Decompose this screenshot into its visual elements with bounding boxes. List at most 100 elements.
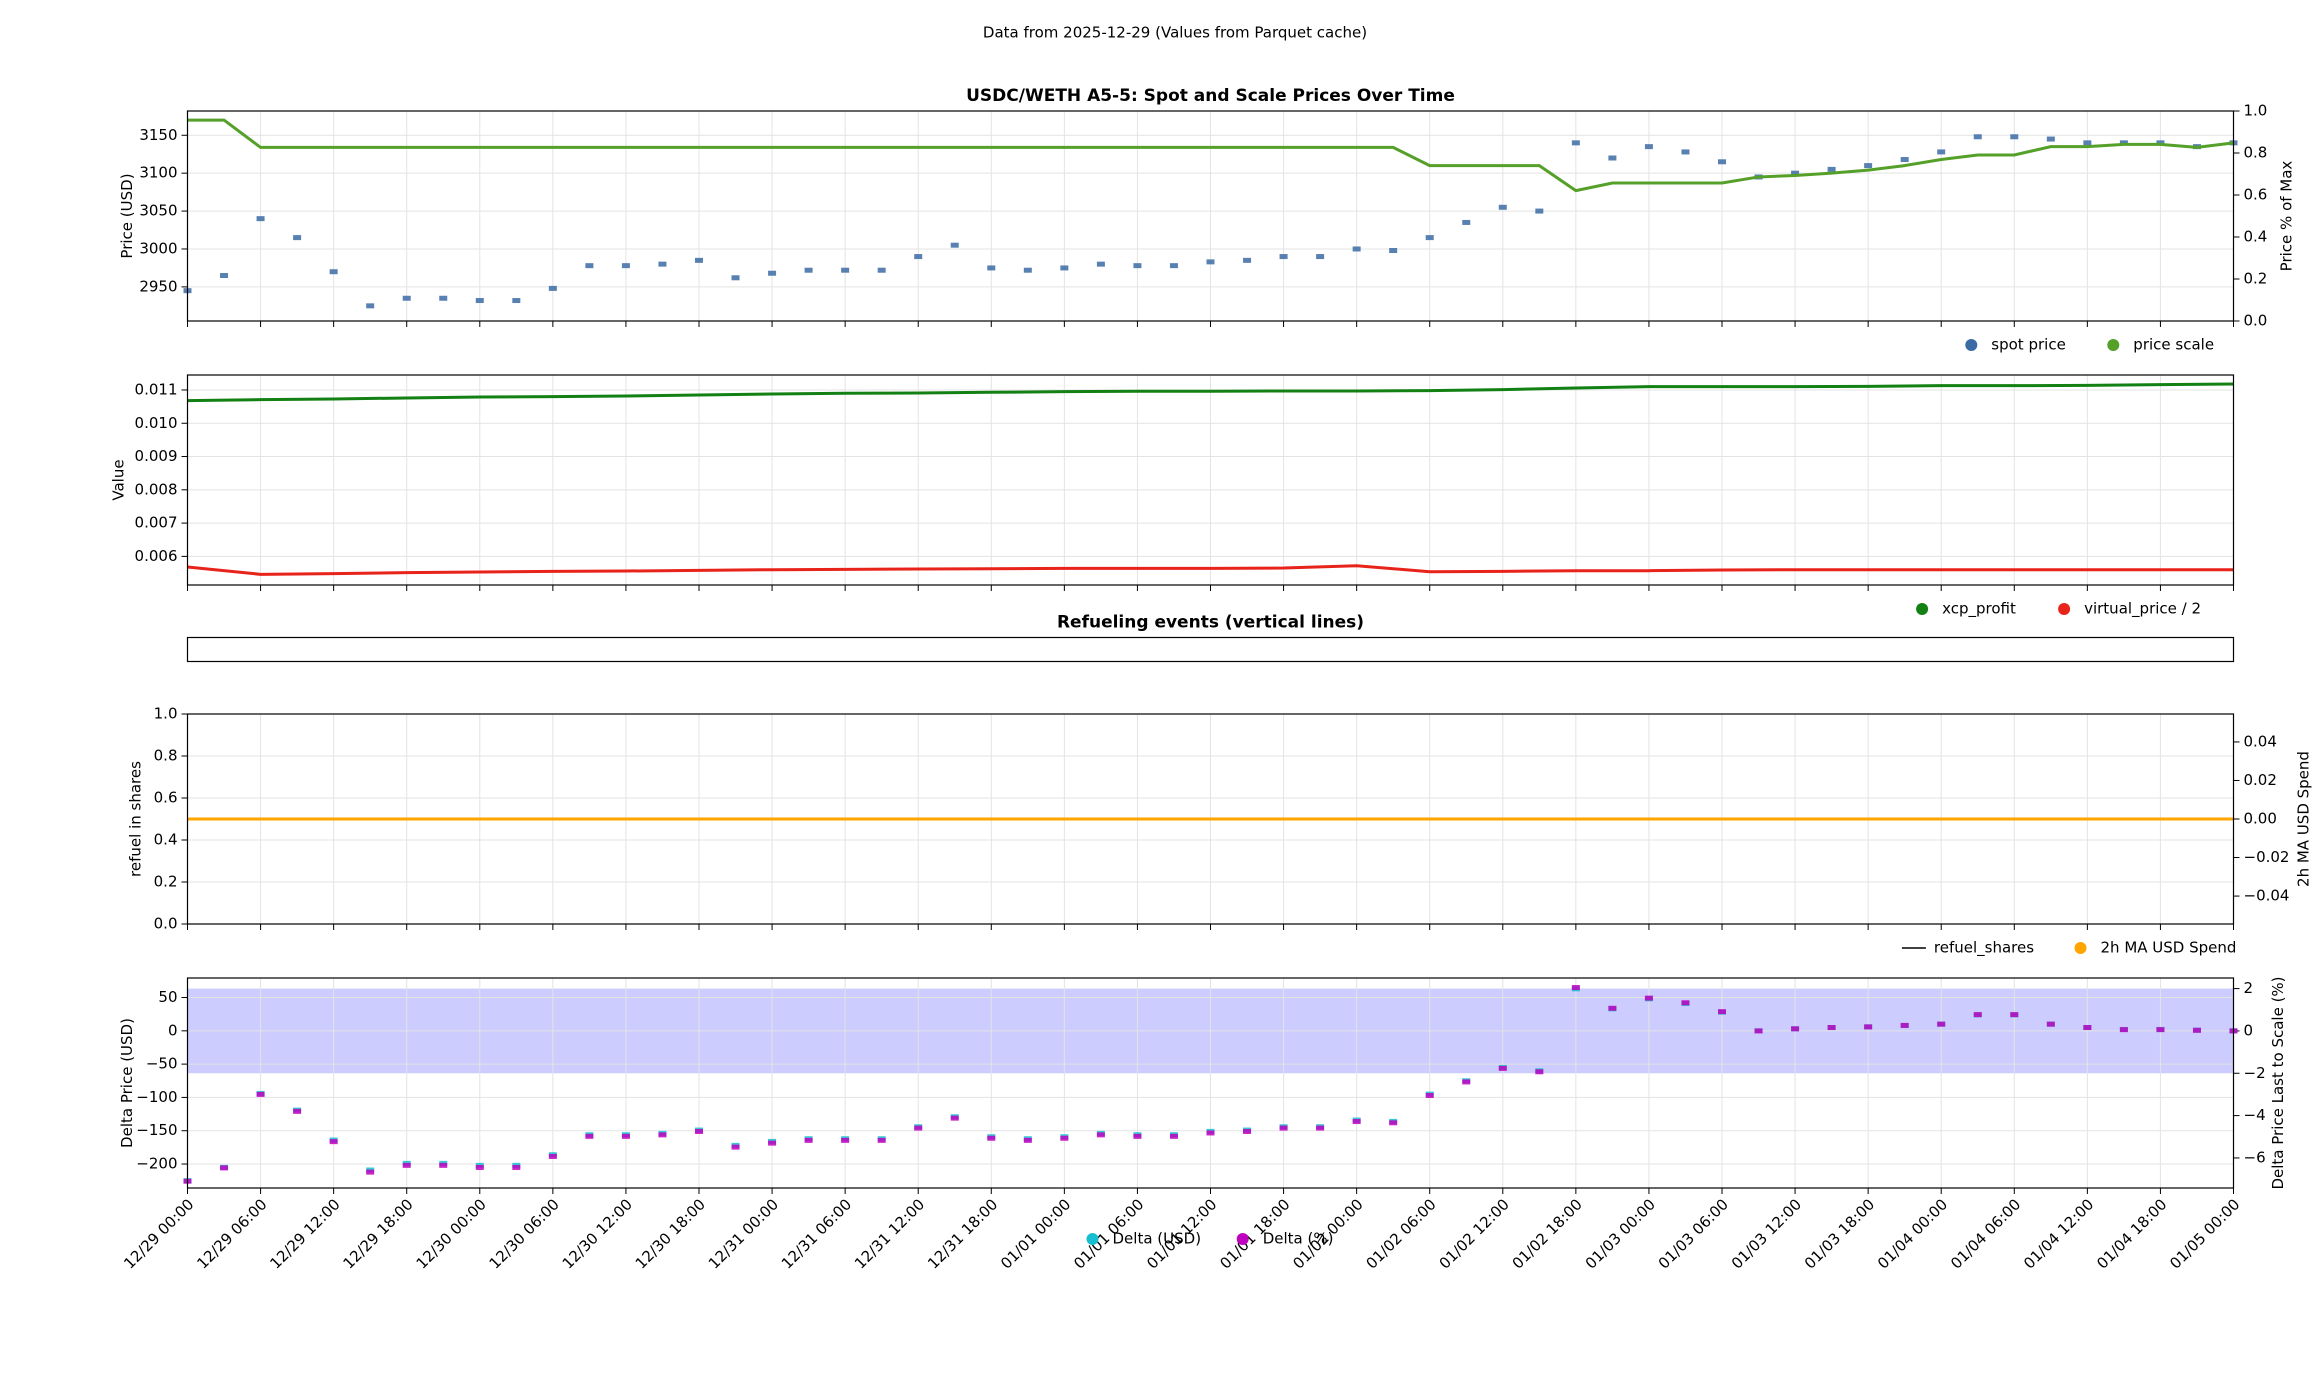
- legend-label: xcp_profit: [1942, 600, 2016, 619]
- data-point: [658, 1132, 667, 1138]
- y2-axis-label: 2h MA USD Spend: [2295, 751, 2313, 887]
- data-point: [1535, 1069, 1544, 1075]
- legend-swatch: [1236, 1233, 1249, 1245]
- data-point: [2083, 140, 2092, 146]
- data-point: [2046, 136, 2055, 142]
- data-point: [1937, 149, 1946, 155]
- data-point: [1060, 265, 1069, 271]
- y2-tick-label: 0: [2244, 1021, 2254, 1039]
- y-tick-label: 0.009: [135, 447, 178, 465]
- data-point: [731, 1144, 740, 1150]
- data-point: [1425, 1092, 1434, 1098]
- y2-tick-label: 0.00: [2244, 810, 2277, 828]
- legend-label: 2h MA USD Spend: [2101, 939, 2237, 957]
- data-point: [1973, 134, 1982, 140]
- panel-title: Refueling events (vertical lines): [1057, 613, 1364, 633]
- legend-label: virtual_price / 2: [2084, 600, 2201, 619]
- data-point: [695, 257, 703, 263]
- data-point: [475, 298, 484, 304]
- legend-label: spot price: [1991, 336, 2066, 354]
- y2-tick-label: 2: [2244, 979, 2254, 997]
- data-point: [1023, 267, 1032, 273]
- data-point: [914, 254, 923, 260]
- y2-tick-label: 0.2: [2244, 270, 2268, 288]
- data-point: [1243, 1128, 1252, 1134]
- data-point: [366, 303, 375, 309]
- legend-swatch: [1916, 603, 1929, 615]
- data-point: [512, 298, 521, 304]
- axes-frame: [186, 110, 2235, 322]
- data-point: [621, 1133, 630, 1139]
- data-point: [1791, 1026, 1800, 1032]
- y-axis-label: Price (USD): [118, 173, 136, 258]
- data-point: [1352, 1119, 1361, 1125]
- legend-label: price scale: [2133, 336, 2214, 354]
- data-point: [1462, 1079, 1471, 1085]
- data-point: [914, 1125, 923, 1131]
- data-point: [1681, 1000, 1690, 1006]
- axes-frame: [186, 374, 2235, 586]
- data-point: [1096, 1132, 1105, 1138]
- data-point: [256, 1091, 265, 1097]
- data-point: [329, 269, 338, 275]
- y-tick-label: −100: [136, 1088, 177, 1106]
- data-point: [548, 1153, 557, 1159]
- data-point: [658, 261, 667, 267]
- data-point: [220, 1165, 229, 1171]
- data-point: [2192, 1027, 2201, 1033]
- y-tick-label: 0.006: [135, 547, 178, 565]
- data-point: [475, 1164, 484, 1170]
- data-point: [2010, 134, 2019, 140]
- y-tick-label: 0.8: [154, 747, 178, 765]
- y-tick-label: 3050: [139, 202, 177, 220]
- legend-label: refuel_shares: [1934, 939, 2034, 958]
- data-point: [329, 1139, 338, 1145]
- y-tick-label: 0.008: [135, 480, 178, 498]
- y2-tick-label: −6: [2244, 1148, 2266, 1166]
- data-point: [2156, 140, 2165, 146]
- y2-tick-label: 0.8: [2244, 144, 2268, 162]
- data-point: [439, 295, 448, 301]
- data-point: [841, 1137, 850, 1143]
- axes-frame: [186, 636, 2235, 663]
- data-point: [1425, 235, 1434, 241]
- y2-tick-label: 0.04: [2244, 732, 2277, 750]
- data-point: [293, 1108, 302, 1114]
- data-point: [950, 242, 959, 248]
- data-point: [1535, 208, 1544, 214]
- data-point: [804, 1137, 813, 1143]
- y2-tick-label: 0.02: [2244, 771, 2277, 789]
- data-point: [1169, 263, 1178, 269]
- y-tick-label: 50: [158, 988, 177, 1006]
- data-point: [1864, 163, 1873, 169]
- data-point: [1206, 1130, 1215, 1136]
- data-point: [585, 263, 594, 269]
- data-point: [731, 275, 740, 281]
- suptitle: Data from 2025-12-29 (Values from Parque…: [983, 24, 1367, 42]
- y2-axis-label: Delta Price Last to Scale (%): [2269, 976, 2287, 1189]
- data-point: [768, 270, 777, 276]
- legend-label: Delta (USD): [1113, 1230, 1202, 1248]
- data-point: [1096, 261, 1105, 267]
- data-point: [366, 1169, 375, 1175]
- y2-tick-label: −4: [2244, 1106, 2266, 1124]
- data-point: [804, 267, 813, 273]
- y-tick-label: 0.0: [154, 915, 178, 933]
- data-point: [1973, 1012, 1982, 1018]
- data-point: [1060, 1135, 1069, 1141]
- data-point: [1133, 263, 1142, 269]
- data-point: [1608, 1005, 1617, 1011]
- data-point: [987, 265, 996, 271]
- data-point: [950, 1115, 959, 1121]
- data-point: [293, 235, 302, 241]
- y-tick-label: 0.007: [135, 514, 178, 532]
- data-point: [1389, 1120, 1398, 1126]
- y-tick-label: −200: [136, 1155, 177, 1173]
- data-point: [1681, 149, 1690, 155]
- legend-swatch: [1965, 339, 1978, 351]
- data-point: [585, 1133, 594, 1139]
- data-point: [877, 267, 886, 273]
- y2-tick-label: −2: [2244, 1064, 2266, 1082]
- data-point: [2119, 1027, 2128, 1033]
